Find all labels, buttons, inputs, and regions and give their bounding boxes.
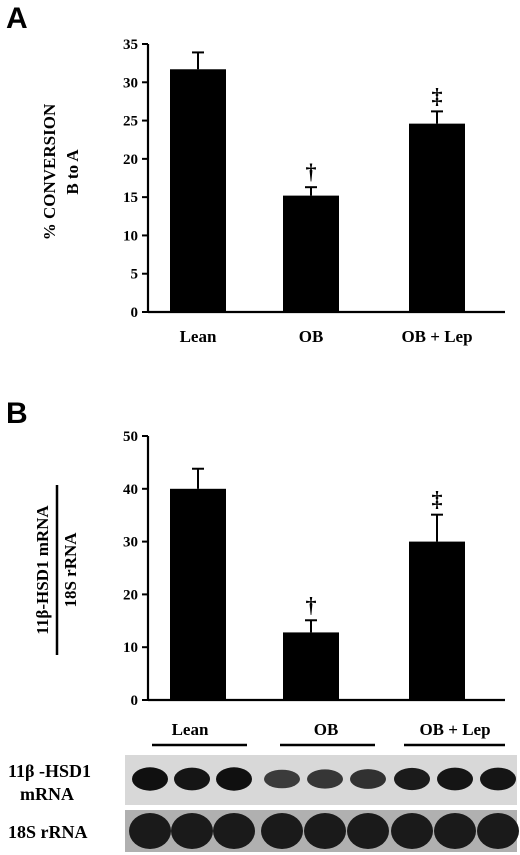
blot-band xyxy=(434,813,476,849)
northern-blot: Lean OB OB + Lep 11β -HSD1 mRNA 18S rRNA xyxy=(8,720,519,852)
blot-row-label: 11β -HSD1 xyxy=(8,761,91,781)
y-tick-label: 0 xyxy=(131,693,139,709)
significance-marker: ‡ xyxy=(432,487,443,512)
significance-marker: † xyxy=(306,159,317,184)
y-tick-label: 15 xyxy=(123,190,138,206)
bar xyxy=(409,123,465,313)
y-tick-label: 10 xyxy=(123,228,138,244)
blot-group-label: Lean xyxy=(172,720,209,739)
y-tick-label: 50 xyxy=(123,429,138,445)
blot-band xyxy=(480,767,516,791)
blot-band xyxy=(477,813,519,849)
panel-a-letter: A xyxy=(6,2,28,35)
panel-a-y-axis-label: % CONVERSION B to A xyxy=(40,103,82,240)
bar xyxy=(283,632,339,700)
significance-marker: † xyxy=(306,592,317,617)
y-tick-label: 5 xyxy=(131,267,139,283)
panel-b-y-axis-label: 11β-HSD1 mRNA 18S rRNA xyxy=(33,485,80,655)
blot-band xyxy=(394,767,430,791)
significance-marker: ‡ xyxy=(432,83,443,108)
blot-band xyxy=(174,767,210,791)
bar xyxy=(283,195,339,312)
blot-band xyxy=(437,767,473,791)
y-tick-label: 0 xyxy=(131,305,139,321)
blot-row-label: mRNA xyxy=(20,784,74,804)
panel-a-bars: †‡ xyxy=(170,51,465,313)
blot-band xyxy=(216,767,252,791)
blot-band xyxy=(171,813,213,849)
y-axis-label-denominator: 18S rRNA xyxy=(61,532,80,608)
blot-row-label: 18S rRNA xyxy=(8,822,88,842)
y-tick-label: 30 xyxy=(123,75,138,91)
category-label: Lean xyxy=(180,327,217,346)
blot-band xyxy=(391,813,433,849)
blot-band xyxy=(347,813,389,849)
bar xyxy=(409,541,465,700)
panel-b-bars: †‡ xyxy=(170,467,465,700)
blot-band xyxy=(132,767,168,791)
y-axis-label-line1: % CONVERSION xyxy=(40,103,59,240)
blot-band xyxy=(213,813,255,849)
category-label: OB xyxy=(299,327,324,346)
blot-band xyxy=(264,769,300,789)
y-tick-label: 30 xyxy=(123,535,138,551)
y-axis-label-line2: B to A xyxy=(63,149,82,195)
blot-band xyxy=(307,769,343,789)
y-tick-label: 25 xyxy=(123,114,138,130)
bar xyxy=(170,488,226,700)
y-tick-label: 20 xyxy=(123,152,138,168)
y-tick-label: 40 xyxy=(123,482,138,498)
panel-a-category-labels: Lean OB OB + Lep xyxy=(180,327,473,346)
y-axis-label-numerator: 11β-HSD1 mRNA xyxy=(33,505,52,635)
blot-group-label: OB + Lep xyxy=(419,720,490,739)
bar xyxy=(170,69,226,312)
blot-band xyxy=(129,813,171,849)
blot-band xyxy=(261,813,303,849)
category-label: OB + Lep xyxy=(401,327,472,346)
y-tick-label: 20 xyxy=(123,587,138,603)
blot-group-label: OB xyxy=(314,720,339,739)
panel-b-letter: B xyxy=(6,397,28,430)
y-tick-label: 35 xyxy=(123,37,138,53)
blot-band xyxy=(350,769,386,789)
blot-band xyxy=(304,813,346,849)
y-tick-label: 10 xyxy=(123,640,138,656)
